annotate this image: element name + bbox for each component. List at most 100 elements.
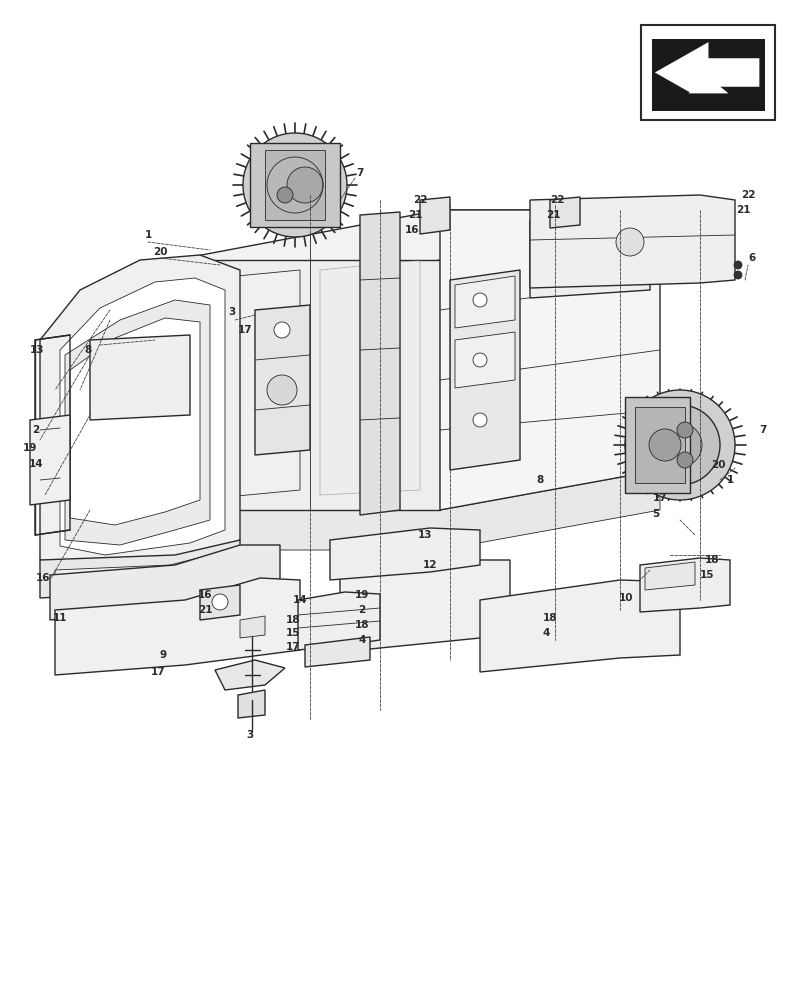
Text: 21: 21 [407, 210, 422, 220]
Text: 19: 19 [23, 443, 37, 453]
Text: 17: 17 [151, 667, 165, 677]
Polygon shape [530, 195, 734, 288]
Text: 17: 17 [285, 642, 300, 652]
Circle shape [473, 293, 487, 307]
Circle shape [267, 375, 297, 405]
Text: 6: 6 [748, 253, 755, 263]
Circle shape [657, 423, 702, 467]
Polygon shape [479, 580, 679, 672]
Text: 7: 7 [356, 168, 363, 178]
Polygon shape [250, 143, 340, 227]
Polygon shape [419, 197, 449, 234]
Polygon shape [70, 318, 200, 525]
Circle shape [577, 243, 601, 267]
Circle shape [473, 413, 487, 427]
Polygon shape [65, 300, 210, 545]
Polygon shape [264, 150, 324, 220]
Circle shape [733, 261, 741, 269]
Polygon shape [298, 592, 380, 650]
Polygon shape [320, 260, 419, 495]
Text: 18: 18 [354, 620, 369, 630]
Polygon shape [340, 560, 509, 652]
Polygon shape [175, 470, 659, 550]
Text: 18: 18 [704, 555, 719, 565]
Polygon shape [454, 332, 514, 388]
Text: 16: 16 [404, 225, 418, 235]
Polygon shape [651, 39, 764, 111]
Text: 10: 10 [618, 593, 633, 603]
Text: 2: 2 [32, 425, 40, 435]
Text: 22: 22 [549, 195, 564, 205]
Text: 17: 17 [652, 493, 667, 503]
Text: 15: 15 [285, 628, 300, 638]
Circle shape [212, 594, 228, 610]
Text: 20: 20 [152, 247, 167, 257]
Polygon shape [359, 212, 400, 515]
Polygon shape [530, 215, 649, 298]
Polygon shape [329, 528, 479, 580]
Text: 14: 14 [28, 459, 43, 469]
Polygon shape [639, 558, 729, 612]
Polygon shape [305, 637, 370, 667]
Text: 16: 16 [198, 590, 212, 600]
Text: 5: 5 [651, 509, 659, 519]
Text: 22: 22 [412, 195, 427, 205]
Bar [641, 25, 775, 120]
Text: 21: 21 [545, 210, 560, 220]
Polygon shape [40, 255, 240, 570]
Circle shape [273, 322, 290, 338]
Text: 19: 19 [354, 590, 369, 600]
Circle shape [275, 165, 315, 205]
Circle shape [676, 422, 692, 438]
Circle shape [242, 133, 346, 237]
Text: 4: 4 [358, 635, 365, 645]
Circle shape [473, 353, 487, 367]
Polygon shape [215, 660, 285, 690]
Text: 15: 15 [699, 570, 714, 580]
Polygon shape [634, 407, 684, 483]
Polygon shape [449, 270, 519, 470]
Circle shape [733, 271, 741, 279]
Polygon shape [200, 585, 240, 620]
Polygon shape [60, 278, 225, 555]
Text: 7: 7 [758, 425, 766, 435]
Polygon shape [195, 270, 299, 500]
Polygon shape [651, 93, 764, 111]
Circle shape [639, 405, 719, 485]
Polygon shape [688, 77, 727, 93]
Polygon shape [644, 562, 694, 590]
Circle shape [277, 187, 293, 203]
Text: 21: 21 [198, 605, 212, 615]
Circle shape [616, 228, 643, 256]
Text: 16: 16 [36, 573, 50, 583]
Polygon shape [55, 550, 230, 608]
Polygon shape [624, 397, 689, 493]
Polygon shape [30, 415, 70, 505]
Text: 21: 21 [735, 205, 749, 215]
Text: 12: 12 [423, 560, 436, 570]
Text: 8: 8 [536, 475, 543, 485]
Text: 18: 18 [285, 615, 300, 625]
Polygon shape [440, 210, 659, 510]
Polygon shape [90, 335, 190, 420]
Polygon shape [654, 42, 758, 103]
Polygon shape [175, 210, 659, 310]
Text: 4: 4 [542, 628, 549, 638]
Text: 1: 1 [726, 475, 732, 485]
Circle shape [648, 429, 680, 461]
Text: 9: 9 [159, 650, 166, 660]
Polygon shape [238, 690, 264, 718]
Polygon shape [549, 197, 579, 228]
Polygon shape [50, 545, 280, 620]
Text: 14: 14 [292, 595, 307, 605]
Text: 17: 17 [238, 325, 252, 335]
Polygon shape [175, 260, 440, 510]
Polygon shape [55, 578, 299, 675]
Text: 8: 8 [84, 345, 92, 355]
Circle shape [676, 452, 692, 468]
Text: 1: 1 [144, 230, 152, 240]
Text: 3: 3 [228, 307, 235, 317]
Polygon shape [60, 575, 275, 640]
Polygon shape [255, 305, 310, 455]
Polygon shape [240, 616, 264, 638]
